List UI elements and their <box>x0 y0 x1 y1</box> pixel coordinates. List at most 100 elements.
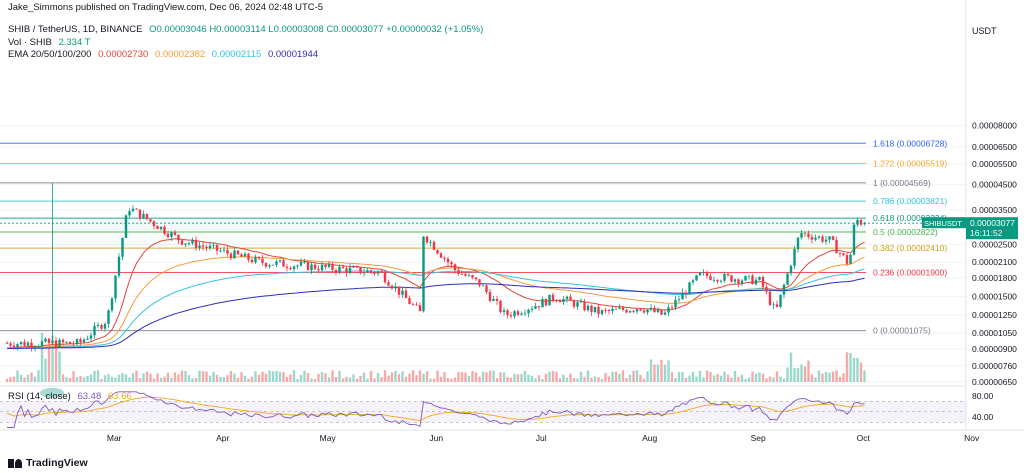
candle-body <box>254 256 257 263</box>
volume-bar <box>278 371 282 382</box>
candle-body <box>173 232 177 235</box>
volume-bar <box>737 376 740 382</box>
volume-bar <box>191 378 194 382</box>
volume-bar <box>156 373 159 382</box>
candle-body <box>488 291 492 301</box>
volume-bar <box>852 357 856 382</box>
candle-body <box>800 233 803 238</box>
candle-body <box>478 279 481 286</box>
candle-body <box>824 239 828 242</box>
candle-body <box>803 233 807 234</box>
volume-bar <box>555 371 558 382</box>
volume-bar <box>712 375 716 382</box>
currency-label[interactable]: USDT <box>972 26 997 36</box>
candle-body <box>194 239 198 249</box>
candle-body <box>782 284 786 295</box>
candle-body <box>257 256 261 259</box>
candle-body <box>495 298 499 301</box>
candle-body <box>709 276 712 280</box>
volume-bar <box>86 376 89 382</box>
candle-body <box>37 346 40 347</box>
volume-bar <box>772 377 775 382</box>
candle-body <box>282 260 285 267</box>
candle-body <box>26 342 30 346</box>
candle-body <box>61 339 65 343</box>
volume-label[interactable]: Vol · SHIB <box>8 37 52 48</box>
volume-bar <box>821 373 824 382</box>
candle-body <box>768 291 772 305</box>
volume-bar <box>828 372 831 382</box>
candle-body <box>838 253 842 254</box>
rsi-pane <box>0 385 966 428</box>
candle-body <box>79 339 82 343</box>
volume-bar <box>478 376 481 382</box>
volume-bar <box>796 367 800 382</box>
price-tick-label: 0.00001500 <box>972 292 1017 302</box>
volume-bar <box>614 371 618 382</box>
volume-bar <box>177 374 180 382</box>
candle-body <box>726 273 730 276</box>
symbol-text[interactable]: SHIB / TetherUS, 1D, BINANCE <box>8 24 143 35</box>
candle-body <box>740 280 744 284</box>
volume-bar <box>744 378 747 382</box>
candle-body <box>849 254 852 264</box>
volume-bar <box>754 373 758 382</box>
volume-bar <box>705 370 709 382</box>
ema-value-20: 0.00002730 <box>98 49 149 60</box>
candle-body <box>635 309 639 312</box>
volume-bar <box>366 378 369 382</box>
candle-body <box>502 310 506 313</box>
candle-body <box>793 249 796 266</box>
price-tick-label: 0.00002100 <box>972 257 1017 267</box>
candle-body <box>243 253 247 257</box>
volume-bar <box>670 372 674 382</box>
candle-body <box>551 294 555 301</box>
volume-bar <box>26 374 30 382</box>
candle-body <box>159 226 163 230</box>
volume-bar <box>502 372 506 382</box>
candle-body <box>481 285 485 287</box>
candle-body <box>583 301 586 311</box>
candle-body <box>520 313 523 315</box>
candle-body <box>394 286 397 289</box>
volume-bar <box>184 371 187 382</box>
candle-body <box>632 311 635 312</box>
price-axis[interactable]: 0.00008000 0.00006500 0.00005500 0.00004500… <box>0 0 1018 430</box>
candle-body <box>201 245 205 247</box>
candle-body <box>205 246 208 249</box>
volume-bar <box>761 373 765 382</box>
candle-body <box>149 219 152 222</box>
volume-bar <box>726 374 730 382</box>
candle-body <box>334 269 338 273</box>
volume-bar <box>513 373 516 382</box>
time-axis[interactable]: MarAprMayJunJulAugSepOctNovDec2025 <box>0 429 1024 443</box>
candle-body <box>82 339 86 343</box>
candle-body <box>716 279 719 282</box>
candle-body <box>240 254 243 257</box>
volume-bar <box>103 375 107 382</box>
candle-body <box>439 253 443 258</box>
volume-bar <box>19 375 23 382</box>
ema-value-100: 0.00002115 <box>211 49 262 60</box>
candle-body <box>744 276 747 281</box>
candle-body <box>677 299 681 301</box>
volume-bar <box>747 377 751 382</box>
volume-bar <box>247 378 250 382</box>
ema-label[interactable]: EMA 20/50/100/200 <box>8 49 92 60</box>
candle-body <box>562 298 565 303</box>
candle-body <box>65 341 68 343</box>
symbol-tag <box>922 217 966 229</box>
candle-body <box>576 302 579 307</box>
rsi-overbought-marker <box>40 387 64 398</box>
candle-body <box>100 324 103 329</box>
volume-bar <box>621 370 625 382</box>
rsi-label[interactable]: RSI (14, close) <box>8 391 71 402</box>
volume-bar <box>296 378 299 382</box>
volume-bar <box>51 335 54 382</box>
candle-body <box>527 309 530 314</box>
volume-bar <box>800 364 803 382</box>
candle-body <box>712 279 716 281</box>
fib-band <box>54 232 866 249</box>
volume-bar <box>730 377 733 382</box>
